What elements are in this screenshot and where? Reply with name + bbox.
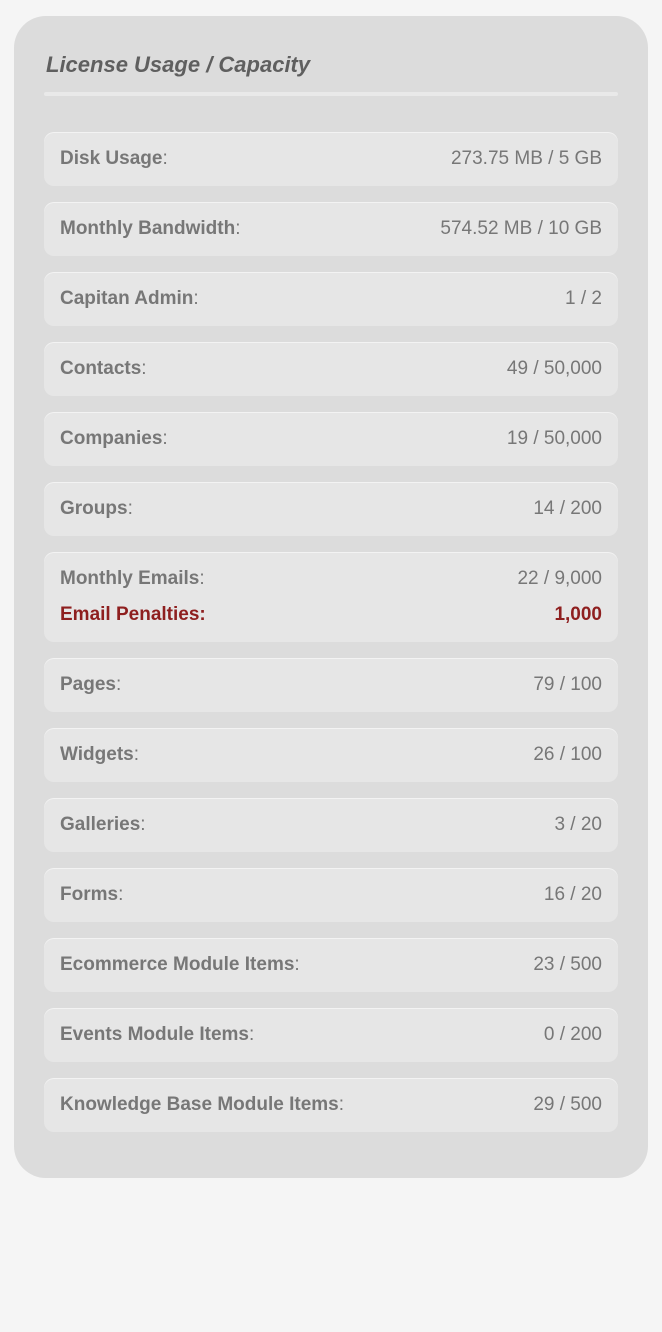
usage-value: 16 / 20 bbox=[544, 884, 602, 906]
usage-label: Knowledge Base Module Items: bbox=[60, 1094, 344, 1116]
usage-label: Ecommerce Module Items: bbox=[60, 954, 300, 976]
usage-label: Contacts: bbox=[60, 358, 147, 380]
usage-card: Galleries: 3 / 20 bbox=[44, 798, 618, 852]
usage-value: 3 / 20 bbox=[554, 814, 602, 836]
usage-row: Companies: 19 / 50,000 bbox=[60, 428, 602, 450]
panel-title: License Usage / Capacity bbox=[44, 48, 618, 92]
usage-label: Disk Usage: bbox=[60, 148, 168, 170]
usage-card: Forms: 16 / 20 bbox=[44, 868, 618, 922]
usage-value: 19 / 50,000 bbox=[507, 428, 602, 450]
usage-row: Knowledge Base Module Items: 29 / 500 bbox=[60, 1094, 602, 1116]
usage-value: 0 / 200 bbox=[544, 1024, 602, 1046]
usage-value: 1,000 bbox=[554, 604, 602, 626]
usage-value: 574.52 MB / 10 GB bbox=[440, 218, 602, 240]
usage-row: Groups: 14 / 200 bbox=[60, 498, 602, 520]
usage-row: Disk Usage: 273.75 MB / 5 GB bbox=[60, 148, 602, 170]
usage-card: Events Module Items: 0 / 200 bbox=[44, 1008, 618, 1062]
usage-label: Pages: bbox=[60, 674, 121, 696]
usage-card: Widgets: 26 / 100 bbox=[44, 728, 618, 782]
usage-label: Capitan Admin: bbox=[60, 288, 199, 310]
license-usage-panel: License Usage / Capacity Disk Usage: 273.… bbox=[14, 16, 648, 1178]
usage-row: Ecommerce Module Items: 23 / 500 bbox=[60, 954, 602, 976]
usage-row: Contacts: 49 / 50,000 bbox=[60, 358, 602, 380]
usage-value: 14 / 200 bbox=[533, 498, 602, 520]
usage-card: Groups: 14 / 200 bbox=[44, 482, 618, 536]
usage-row: Widgets: 26 / 100 bbox=[60, 744, 602, 766]
usage-card: Capitan Admin: 1 / 2 bbox=[44, 272, 618, 326]
usage-row: Pages: 79 / 100 bbox=[60, 674, 602, 696]
usage-label: Widgets: bbox=[60, 744, 139, 766]
usage-value: 22 / 9,000 bbox=[517, 568, 602, 590]
cards-container: Disk Usage: 273.75 MB / 5 GB Monthly Bandw… bbox=[44, 132, 618, 1132]
usage-row: Capitan Admin: 1 / 2 bbox=[60, 288, 602, 310]
usage-card: Companies: 19 / 50,000 bbox=[44, 412, 618, 466]
usage-card: Pages: 79 / 100 bbox=[44, 658, 618, 712]
usage-label: Forms: bbox=[60, 884, 123, 906]
usage-card: Knowledge Base Module Items: 29 / 500 bbox=[44, 1078, 618, 1132]
usage-label: Groups: bbox=[60, 498, 133, 520]
usage-value: 26 / 100 bbox=[533, 744, 602, 766]
usage-value: 273.75 MB / 5 GB bbox=[451, 148, 602, 170]
usage-row: Galleries: 3 / 20 bbox=[60, 814, 602, 836]
usage-card: Monthly Emails: 22 / 9,000 Email Penalties… bbox=[44, 552, 618, 642]
usage-label: Galleries: bbox=[60, 814, 146, 836]
usage-card: Ecommerce Module Items: 23 / 500 bbox=[44, 938, 618, 992]
usage-value: 79 / 100 bbox=[533, 674, 602, 696]
usage-value: 1 / 2 bbox=[565, 288, 602, 310]
usage-value: 49 / 50,000 bbox=[507, 358, 602, 380]
usage-label: Email Penalties: bbox=[60, 604, 206, 626]
usage-value: 23 / 500 bbox=[533, 954, 602, 976]
title-divider bbox=[44, 92, 618, 96]
usage-row: Forms: 16 / 20 bbox=[60, 884, 602, 906]
usage-value: 29 / 500 bbox=[533, 1094, 602, 1116]
usage-label: Monthly Emails: bbox=[60, 568, 205, 590]
usage-card: Monthly Bandwidth: 574.52 MB / 10 GB bbox=[44, 202, 618, 256]
usage-label: Companies: bbox=[60, 428, 168, 450]
usage-label: Events Module Items: bbox=[60, 1024, 254, 1046]
usage-row: Events Module Items: 0 / 200 bbox=[60, 1024, 602, 1046]
usage-label: Monthly Bandwidth: bbox=[60, 218, 240, 240]
usage-row: Monthly Emails: 22 / 9,000 bbox=[60, 568, 602, 590]
usage-row: Monthly Bandwidth: 574.52 MB / 10 GB bbox=[60, 218, 602, 240]
usage-card: Contacts: 49 / 50,000 bbox=[44, 342, 618, 396]
usage-row: Email Penalties: 1,000 bbox=[60, 604, 602, 626]
usage-card: Disk Usage: 273.75 MB / 5 GB bbox=[44, 132, 618, 186]
